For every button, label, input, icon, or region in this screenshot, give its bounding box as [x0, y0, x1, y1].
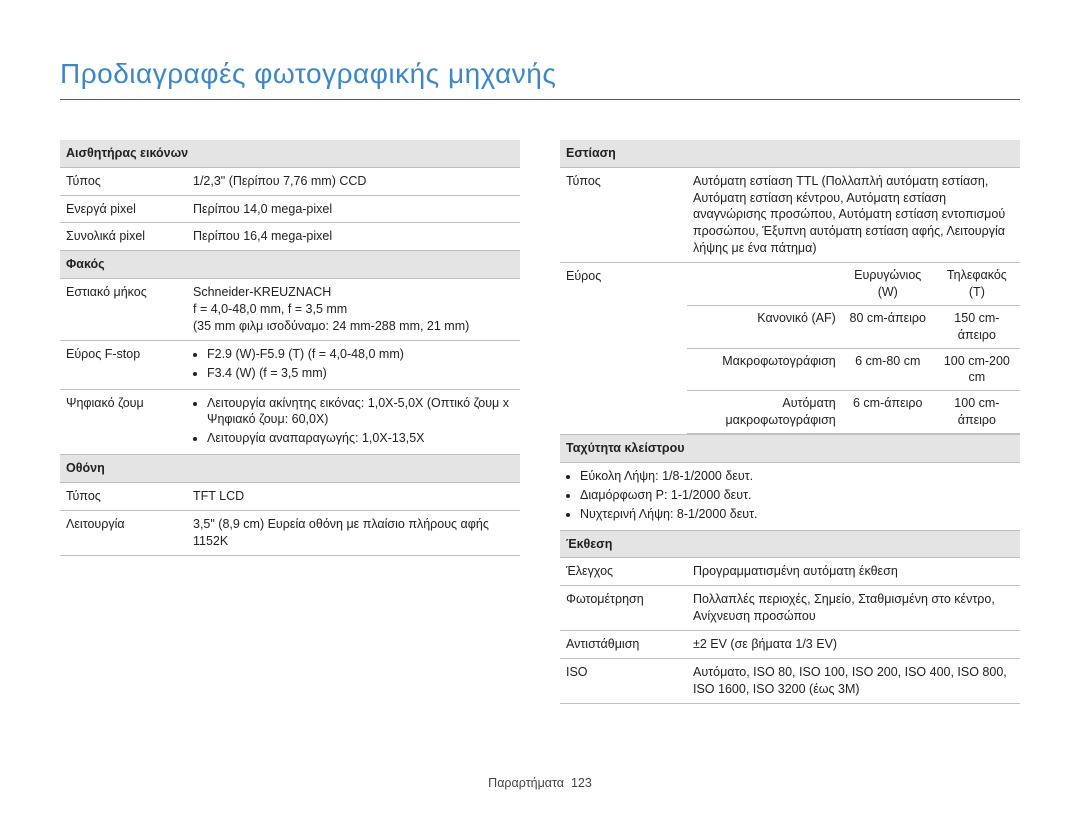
range-row-label: Κανονικό (AF): [687, 305, 842, 348]
shutter-item: Εύκολη Λήψη: 1/8-1/2000 δευτ.: [580, 468, 1014, 485]
page-footer: Παραρτήματα 123: [0, 775, 1080, 792]
compensation-value: ±2 EV (σε βήματα 1/3 EV): [687, 631, 1020, 659]
exposure-control-label: Έλεγχος: [560, 558, 687, 586]
metering-value: Πολλαπλές περιοχές, Σημείο, Σταθμισμένη …: [687, 586, 1020, 631]
right-column: Εστίαση Τύπος Αυτόματη εστίαση TTL (Πολλ…: [560, 140, 1020, 704]
content-columns: Αισθητήρας εικόνων Τύπος 1/2,3" (Περίπου…: [60, 140, 1020, 704]
range-row-wide: 6 cm-80 cm: [842, 348, 934, 391]
shutter-item: Διαμόρφωση P: 1-1/2000 δευτ.: [580, 487, 1014, 504]
iso-label: ISO: [560, 658, 687, 703]
focal-length-label: Εστιακό μήκος: [60, 279, 187, 341]
range-row: Κανονικό (AF) 80 cm-άπειρο 150 cm-άπειρο: [687, 305, 1020, 348]
range-row: Αυτόματη μακροφωτογράφιση 6 cm-άπειρο 10…: [687, 391, 1020, 434]
total-pixel-value: Περίπου 16,4 mega-pixel: [187, 223, 520, 251]
focus-type-label: Τύπος: [560, 167, 687, 262]
title-rule: [60, 99, 1020, 100]
dzoom-item: Λειτουργία αναπαραγωγής: 1,0X-13,5X: [207, 430, 514, 447]
display-type-label: Τύπος: [60, 483, 187, 511]
range-row-label: Αυτόματη μακροφωτογράφιση: [687, 391, 842, 434]
sensor-type-value: 1/2,3" (Περίπου 7,76 mm) CCD: [187, 167, 520, 195]
fstop-item: F3.4 (W) (f = 3,5 mm): [207, 365, 514, 382]
shutter-value: Εύκολη Λήψη: 1/8-1/2000 δευτ. Διαμόρφωση…: [560, 462, 1020, 530]
focus-range-label: Εύρος: [560, 263, 687, 435]
right-spec-table: Εστίαση Τύπος Αυτόματη εστίαση TTL (Πολλ…: [560, 140, 1020, 704]
left-column: Αισθητήρας εικόνων Τύπος 1/2,3" (Περίπου…: [60, 140, 520, 704]
range-tele-head: Τηλεφακός (T): [934, 263, 1020, 305]
fstop-label: Εύρος F-stop: [60, 340, 187, 389]
range-row-tele: 150 cm-άπειρο: [934, 305, 1020, 348]
focus-type-value: Αυτόματη εστίαση TTL (Πολλαπλή αυτόματη …: [687, 167, 1020, 262]
lens-section-head: Φακός: [60, 251, 520, 279]
range-wide-head: Ευρυγώνιος (W): [842, 263, 934, 305]
focal-length-value: Schneider-KREUZNACH f = 4,0-48,0 mm, f =…: [187, 279, 520, 341]
focus-section-head: Εστίαση: [560, 140, 1020, 167]
exposure-control-value: Προγραμματισμένη αυτόματη έκθεση: [687, 558, 1020, 586]
display-section-head: Οθόνη: [60, 455, 520, 483]
total-pixel-label: Συνολικά pixel: [60, 223, 187, 251]
active-pixel-label: Ενεργά pixel: [60, 195, 187, 223]
sensor-type-label: Τύπος: [60, 167, 187, 195]
shutter-section-head: Ταχύτητα κλείστρου: [560, 435, 1020, 463]
page: Προδιαγραφές φωτογραφικής μηχανής Αισθητ…: [0, 0, 1080, 704]
iso-value: Αυτόματο, ISO 80, ISO 100, ISO 200, ISO …: [687, 658, 1020, 703]
active-pixel-value: Περίπου 14,0 mega-pixel: [187, 195, 520, 223]
sensor-section-head: Αισθητήρας εικόνων: [60, 140, 520, 167]
footer-section: Παραρτήματα: [488, 776, 564, 790]
range-row-wide: 6 cm-άπειρο: [842, 391, 934, 434]
footer-page-number: 123: [571, 776, 592, 790]
metering-label: Φωτομέτρηση: [560, 586, 687, 631]
range-row-label: Μακροφωτογράφιση: [687, 348, 842, 391]
page-title: Προδιαγραφές φωτογραφικής μηχανής: [60, 55, 1020, 93]
display-func-label: Λειτουργία: [60, 510, 187, 555]
range-row-tele: 100 cm-άπειρο: [934, 391, 1020, 434]
range-row-wide: 80 cm-άπειρο: [842, 305, 934, 348]
compensation-label: Αντιστάθμιση: [560, 631, 687, 659]
digital-zoom-value: Λειτουργία ακίνητης εικόνας: 1,0X-5,0X (…: [187, 389, 520, 455]
exposure-section-head: Έκθεση: [560, 530, 1020, 558]
left-spec-table: Αισθητήρας εικόνων Τύπος 1/2,3" (Περίπου…: [60, 140, 520, 556]
display-type-value: TFT LCD: [187, 483, 520, 511]
display-func-value: 3,5" (8,9 cm) Ευρεία οθόνη με πλαίσιο πλ…: [187, 510, 520, 555]
dzoom-item: Λειτουργία ακίνητης εικόνας: 1,0X-5,0X (…: [207, 395, 514, 429]
focus-range-table: Ευρυγώνιος (W) Τηλεφακός (T) Κανονικό (A…: [687, 263, 1020, 434]
fstop-item: F2.9 (W)-F5.9 (T) (f = 4,0-48,0 mm): [207, 346, 514, 363]
shutter-item: Νυχτερινή Λήψη: 8-1/2000 δευτ.: [580, 506, 1014, 523]
digital-zoom-label: Ψηφιακό ζουμ: [60, 389, 187, 455]
range-row: Μακροφωτογράφιση 6 cm-80 cm 100 cm-200 c…: [687, 348, 1020, 391]
fstop-value: F2.9 (W)-F5.9 (T) (f = 4,0-48,0 mm) F3.4…: [187, 340, 520, 389]
range-row-tele: 100 cm-200 cm: [934, 348, 1020, 391]
focus-range-value: Ευρυγώνιος (W) Τηλεφακός (T) Κανονικό (A…: [687, 263, 1020, 435]
